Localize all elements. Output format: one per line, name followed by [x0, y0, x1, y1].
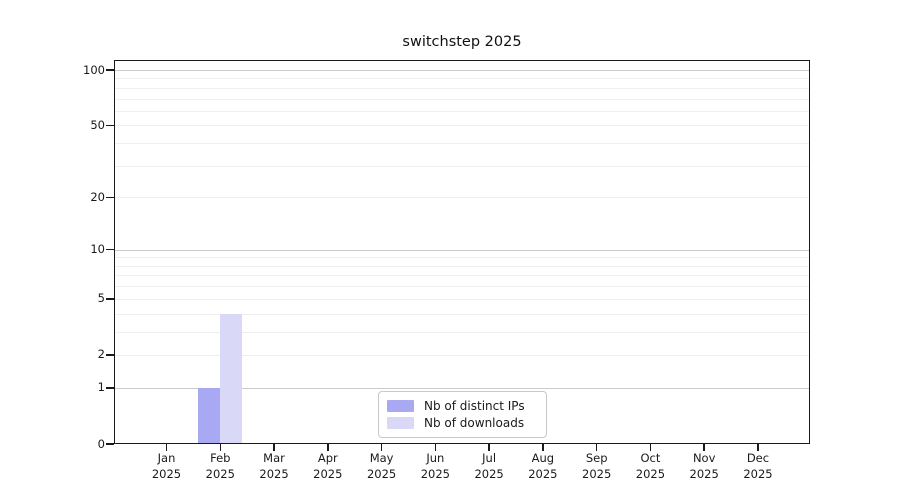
x-tick-label: Mar 2025: [259, 451, 289, 481]
x-tick-mark: [595, 444, 598, 451]
minor-gridline: [115, 98, 809, 100]
y-tick-mark: [106, 248, 114, 251]
minor-gridline: [115, 143, 809, 145]
minor-gridline: [115, 87, 809, 89]
legend: Nb of distinct IPs Nb of downloads: [378, 391, 547, 438]
legend-swatch: [387, 417, 414, 429]
legend-entry: Nb of distinct IPs: [387, 398, 538, 414]
major-gridline: [115, 70, 809, 71]
legend-entry: Nb of downloads: [387, 415, 538, 431]
minor-gridline: [115, 313, 809, 315]
minor-gridline: [115, 286, 809, 288]
y-tick-mark: [106, 354, 114, 356]
minor-gridline: [115, 354, 809, 356]
x-tick-label: May 2025: [366, 451, 397, 481]
x-tick-label: Apr 2025: [313, 451, 343, 481]
bar-distinct-ips: [198, 387, 221, 444]
y-tick-label: 0: [97, 436, 105, 451]
legend-entry-label: Nb of distinct IPs: [424, 399, 525, 413]
x-tick-mark: [542, 444, 544, 451]
minor-gridline: [115, 331, 809, 333]
minor-gridline: [115, 197, 809, 199]
legend-entry-label: Nb of downloads: [424, 416, 525, 430]
minor-gridline: [115, 110, 809, 112]
x-tick-mark: [649, 444, 652, 451]
x-tick-mark: [757, 444, 759, 451]
y-tick-mark: [106, 69, 114, 71]
y-tick-mark: [106, 196, 114, 199]
major-gridline: [115, 249, 809, 251]
bar-downloads: [220, 313, 243, 444]
y-tick-label: 20: [90, 189, 105, 204]
legend-swatch: [387, 400, 414, 412]
x-tick-mark: [327, 444, 329, 451]
y-tick-mark: [106, 387, 114, 389]
x-tick-label: Oct 2025: [635, 451, 666, 481]
x-tick-label: Jan 2025: [151, 451, 182, 481]
x-tick-mark: [703, 444, 705, 451]
x-tick-label: Aug 2025: [528, 451, 558, 481]
y-tick-label: 1: [97, 380, 105, 395]
minor-gridline: [115, 298, 809, 300]
minor-gridline: [115, 275, 809, 277]
x-tick-label: Nov 2025: [689, 451, 719, 481]
y-tick-label: 5: [97, 291, 105, 306]
y-tick-mark: [106, 298, 114, 300]
chart-title: switchstep 2025: [402, 34, 522, 50]
x-tick-label: Jul 2025: [474, 451, 504, 481]
minor-gridline: [115, 257, 809, 259]
y-tick-label: 100: [83, 62, 105, 77]
minor-gridline: [115, 265, 809, 267]
y-tick-label: 2: [97, 347, 105, 362]
x-tick-mark: [165, 444, 168, 451]
plot-area-border: [114, 60, 810, 444]
x-tick-mark: [273, 444, 275, 451]
x-tick-label: Feb 2025: [205, 451, 235, 481]
y-tick-label: 50: [90, 117, 105, 132]
minor-gridline: [115, 125, 809, 127]
x-tick-mark: [434, 444, 437, 451]
y-tick-mark: [106, 443, 114, 445]
major-gridline: [115, 387, 809, 389]
minor-gridline: [115, 165, 809, 167]
x-tick-mark: [380, 444, 383, 451]
x-tick-mark: [219, 444, 222, 451]
x-tick-mark: [488, 444, 490, 451]
y-tick-mark: [106, 124, 114, 127]
x-tick-label: Jun 2025: [420, 451, 450, 481]
x-tick-label: Sep 2025: [582, 451, 612, 481]
minor-gridline: [115, 78, 809, 80]
y-tick-label: 10: [90, 242, 105, 257]
x-tick-label: Dec 2025: [743, 451, 773, 481]
